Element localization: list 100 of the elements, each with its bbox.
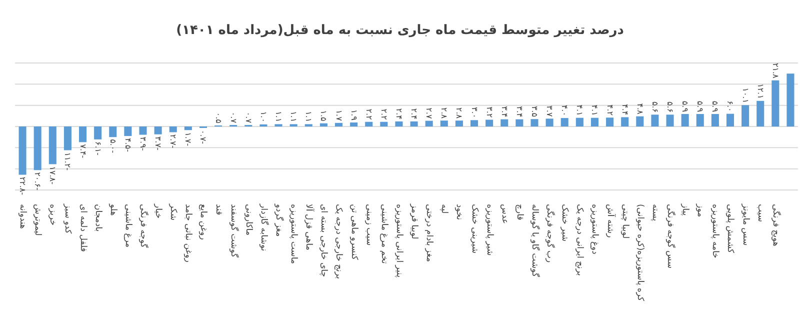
data-label: -۱.۷ xyxy=(184,132,193,146)
bar xyxy=(576,118,584,126)
bar xyxy=(651,114,659,126)
data-label: ۲.۴ xyxy=(394,108,404,120)
data-label: -۵.۰ xyxy=(108,139,118,154)
bar xyxy=(410,121,418,126)
x-tick-label: مغز گردو xyxy=(274,203,285,237)
x-tick-label: روغن مایع xyxy=(198,204,208,240)
x-tick-label: رب گوجه فرنگی xyxy=(544,204,556,263)
data-label: ۱.۱ xyxy=(274,111,284,122)
x-tick-label: کدو سبز xyxy=(62,203,73,235)
bar xyxy=(365,122,373,126)
data-label: ۴.۲ xyxy=(605,104,614,116)
bar xyxy=(756,100,764,126)
bar xyxy=(124,126,132,136)
data-label: ۵.۶ xyxy=(650,102,660,113)
data-label: ۰.۷ xyxy=(228,112,238,124)
bar xyxy=(154,126,162,134)
x-tick-label: لیموترش xyxy=(32,204,43,236)
bar xyxy=(380,122,388,126)
x-tick-label: سس گوجه فرنگی xyxy=(665,204,676,269)
bar xyxy=(786,74,794,126)
data-label: ۳.۷ xyxy=(545,106,554,118)
bar xyxy=(94,126,102,140)
x-tick-label: فلفل دلمه ای xyxy=(78,204,88,252)
bar xyxy=(395,121,403,126)
data-label: ۳.۲ xyxy=(484,106,494,118)
bar xyxy=(711,114,719,126)
data-label: -۶.۱ xyxy=(93,141,102,156)
x-tick-label: پسته xyxy=(650,204,660,222)
x-tick-label: خربزه xyxy=(48,204,58,226)
bar xyxy=(48,126,56,164)
x-tick-label: روغن نباتی جامد xyxy=(183,204,194,262)
x-tick-label: خامه پاستوریزه xyxy=(710,204,720,258)
bar xyxy=(470,120,478,126)
bar xyxy=(726,114,734,126)
bar xyxy=(109,126,117,138)
bar xyxy=(350,122,358,126)
x-tick-label: لوبیا چیتی xyxy=(620,204,630,239)
data-label: ۴.۸ xyxy=(635,103,644,116)
x-tick-label: قند xyxy=(213,204,224,216)
data-label: ۰.۵ xyxy=(214,112,223,124)
data-label: ۶.۰ xyxy=(726,100,735,112)
data-label: ۱.۷ xyxy=(334,110,344,122)
data-label: -۲۰.۶ xyxy=(33,172,42,191)
bar xyxy=(18,126,26,175)
data-label: ۵.۹ xyxy=(710,100,720,112)
x-tick-label: دوغ پاستوریزه xyxy=(590,204,600,255)
x-tick-label: عدس xyxy=(499,204,510,224)
x-tick-label: ماهی قزل آلا xyxy=(304,204,315,250)
x-tick-label: برنج خارجی درجه یک xyxy=(334,204,344,279)
bar xyxy=(139,126,147,135)
x-tick-label: رشته آش xyxy=(604,204,616,238)
x-tick-label: گوشت گاو یا گوساله xyxy=(529,204,540,278)
data-label: ۱.۹ xyxy=(349,109,358,120)
bar xyxy=(590,118,598,126)
data-label: -۰.۷ xyxy=(198,130,208,144)
data-label: ۲۱.۸ xyxy=(770,62,780,80)
data-label: -۱۷.۸ xyxy=(48,166,58,185)
data-label: ۵.۶ xyxy=(666,102,675,113)
x-tick-label: شیرینی خشک xyxy=(469,204,480,254)
x-tick-label: ماکارونی xyxy=(243,204,254,236)
data-label: ۲.۸ xyxy=(454,107,464,120)
x-tick-label: هویج فرنگی xyxy=(770,204,782,246)
chart-title: درصد تغییر متوسط قیمت ماه جاری نسبت به ماه قبل(مرداد ماه ۱۴۰۱) xyxy=(176,23,624,38)
x-tick-label: شیر پاستوریزه xyxy=(484,204,494,256)
x-tick-label: پیاز xyxy=(680,203,690,216)
bar xyxy=(184,126,192,130)
data-label: ۲.۲ xyxy=(379,108,388,120)
x-tick-label: ماست پاستوریزه xyxy=(288,204,299,264)
data-label: -۴.۵ xyxy=(123,138,132,152)
data-label: ۱۲.۱ xyxy=(756,83,765,99)
data-label: -۳.۹ xyxy=(138,136,148,151)
data-label: -۲.۷ xyxy=(168,134,178,148)
bar xyxy=(696,114,704,126)
bar xyxy=(546,118,554,126)
x-tick-label: کنسرو ماهی تن xyxy=(348,204,359,261)
x-tick-label: مغز بادام درختی xyxy=(424,204,434,262)
data-label: ۱.۱ xyxy=(289,111,298,122)
bar xyxy=(621,117,629,126)
bar xyxy=(169,126,177,132)
x-tick-label: برنج ایرانی درجه یک xyxy=(574,204,585,276)
bar xyxy=(440,120,448,126)
data-label: -۷.۴ xyxy=(78,144,88,158)
x-tick-label: لوبیا قرمز xyxy=(409,203,420,240)
x-tick-label: سیب زمینی xyxy=(364,204,374,246)
x-tick-label: موز xyxy=(695,203,706,218)
x-tick-label: نخود xyxy=(454,204,464,220)
data-label: ۵.۹ xyxy=(696,100,705,112)
data-label: ۴.۰ xyxy=(560,104,570,116)
bar xyxy=(78,126,87,142)
data-label: ۲.۴ xyxy=(410,108,419,120)
bar xyxy=(64,126,72,150)
data-label: ۴.۱ xyxy=(575,104,584,116)
data-label: ۱.۵ xyxy=(319,110,328,122)
data-label: ۵.۹ xyxy=(680,100,690,112)
data-label: ۴.۱ xyxy=(590,104,600,116)
x-tick-label: شکر xyxy=(168,203,178,221)
bar xyxy=(606,118,614,126)
x-tick-label: تخم مرغ ماشینی xyxy=(378,204,389,264)
